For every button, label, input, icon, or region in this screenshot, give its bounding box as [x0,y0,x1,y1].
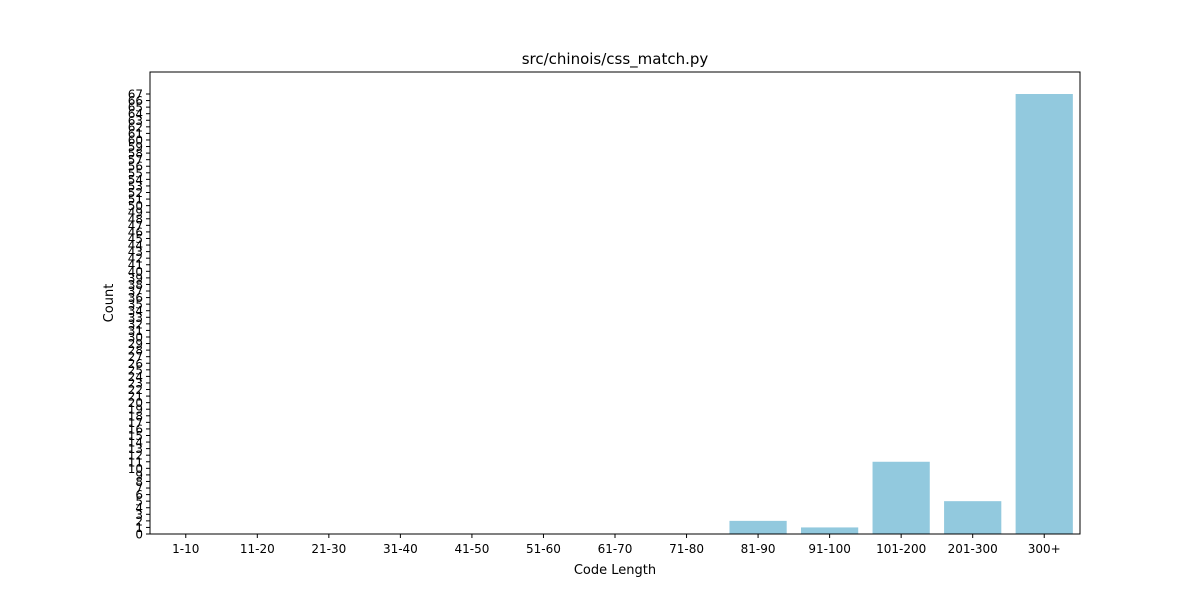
y-tick-label: 61 [128,127,143,141]
x-tick-label: 61-70 [598,542,633,556]
y-tick-label: 59 [128,140,143,154]
y-axis: 0123456789101112131415161718192021222324… [128,88,150,542]
y-tick-label: 26 [128,357,143,371]
y-tick-label: 49 [128,206,143,220]
y-tick-label: 15 [128,429,143,443]
x-tick-label: 21-30 [311,542,346,556]
x-tick-label: 300+ [1028,542,1061,556]
y-tick-label: 35 [128,298,143,312]
y-tick-label: 7 [135,482,143,496]
y-axis-label: Count [102,284,117,323]
y-tick-label: 57 [128,153,143,167]
plot-frame [149,71,1081,535]
y-tick-label: 24 [128,370,143,384]
y-tick-label: 22 [128,383,143,397]
y-tick-label: 34 [128,304,143,318]
x-tick-label: 31-40 [383,542,418,556]
y-tick-label: 53 [128,179,143,193]
y-tick-label: 11 [128,455,143,469]
y-tick-label: 28 [128,344,143,358]
bar-81-90 [729,520,787,534]
y-tick-label: 20 [128,396,143,410]
y-tick-label: 62 [128,120,143,134]
y-tick-label: 55 [128,166,143,180]
bar-91-100 [801,527,859,534]
x-tick-label: 11-20 [240,542,275,556]
y-tick-label: 3 [135,508,143,522]
y-tick-label: 45 [128,232,143,246]
bar-201-300 [944,501,1002,534]
y-tick-label: 43 [128,245,143,259]
y-tick-label: 5 [135,495,143,509]
y-tick-label: 21 [128,390,143,404]
y-tick-label: 65 [128,101,143,115]
y-tick-label: 9 [135,468,143,482]
y-tick-label: 30 [128,330,143,344]
y-tick-label: 32 [128,317,143,331]
y-tick-label: 23 [128,376,143,390]
y-tick-label: 48 [128,212,143,226]
x-axis: 1-10 11-20 21-30 31-40 41-50 51-60 61-70 71-80 8… [172,534,1061,556]
x-tick-label: 41-50 [454,542,489,556]
y-tick-label: 13 [128,442,143,456]
y-tick-label: 4 [135,501,143,515]
y-tick-label: 39 [128,271,143,285]
bar-300+ [1015,94,1073,534]
y-tick-label: 67 [128,88,143,102]
y-tick-label: 52 [128,186,143,200]
y-tick-label: 29 [128,337,143,351]
y-tick-label: 14 [128,436,143,450]
x-tick-label: 101-200 [876,542,926,556]
y-tick-label: 64 [128,107,143,121]
x-tick-label: 91-100 [808,542,851,556]
y-tick-label: 38 [128,278,143,292]
y-tick-label: 46 [128,225,143,239]
y-tick-label: 42 [128,252,143,266]
y-tick-label: 66 [128,94,143,108]
y-tick-label: 10 [128,462,143,476]
y-tick-label: 50 [128,199,143,213]
y-tick-label: 17 [128,416,143,430]
y-tick-label: 18 [128,409,143,423]
x-tick-label: 51-60 [526,542,561,556]
x-tick-label: 81-90 [741,542,776,556]
y-tick-label: 54 [128,173,143,187]
y-tick-label: 0 [135,528,143,542]
y-tick-label: 31 [128,324,143,338]
y-tick-label: 8 [135,475,143,489]
y-tick-label: 56 [128,160,143,174]
y-tick-label: 51 [128,193,143,207]
chart-title: src/chinois/css_match.py [522,50,709,69]
y-tick-label: 41 [128,258,143,272]
x-tick-label: 71-80 [669,542,704,556]
bars-layer [729,94,1073,534]
y-tick-label: 2 [135,514,143,528]
y-tick-label: 58 [128,147,143,161]
y-tick-label: 37 [128,285,143,299]
y-tick-label: 36 [128,291,143,305]
y-tick-label: 1 [135,521,143,535]
y-tick-label: 33 [128,311,143,325]
x-tick-label: 201-300 [948,542,998,556]
bar-101-200 [872,461,930,534]
y-tick-label: 25 [128,363,143,377]
y-tick-label: 16 [128,422,143,436]
x-axis-label: Code Length [574,563,656,578]
y-tick-label: 12 [128,449,143,463]
y-tick-label: 40 [128,265,143,279]
y-tick-label: 44 [128,239,143,253]
x-tick-label: 1-10 [172,542,199,556]
y-tick-label: 19 [128,403,143,417]
y-tick-label: 6 [135,488,143,502]
y-tick-label: 27 [128,350,143,364]
y-tick-label: 60 [128,133,143,147]
y-tick-label: 47 [128,219,143,233]
y-tick-label: 63 [128,114,143,128]
